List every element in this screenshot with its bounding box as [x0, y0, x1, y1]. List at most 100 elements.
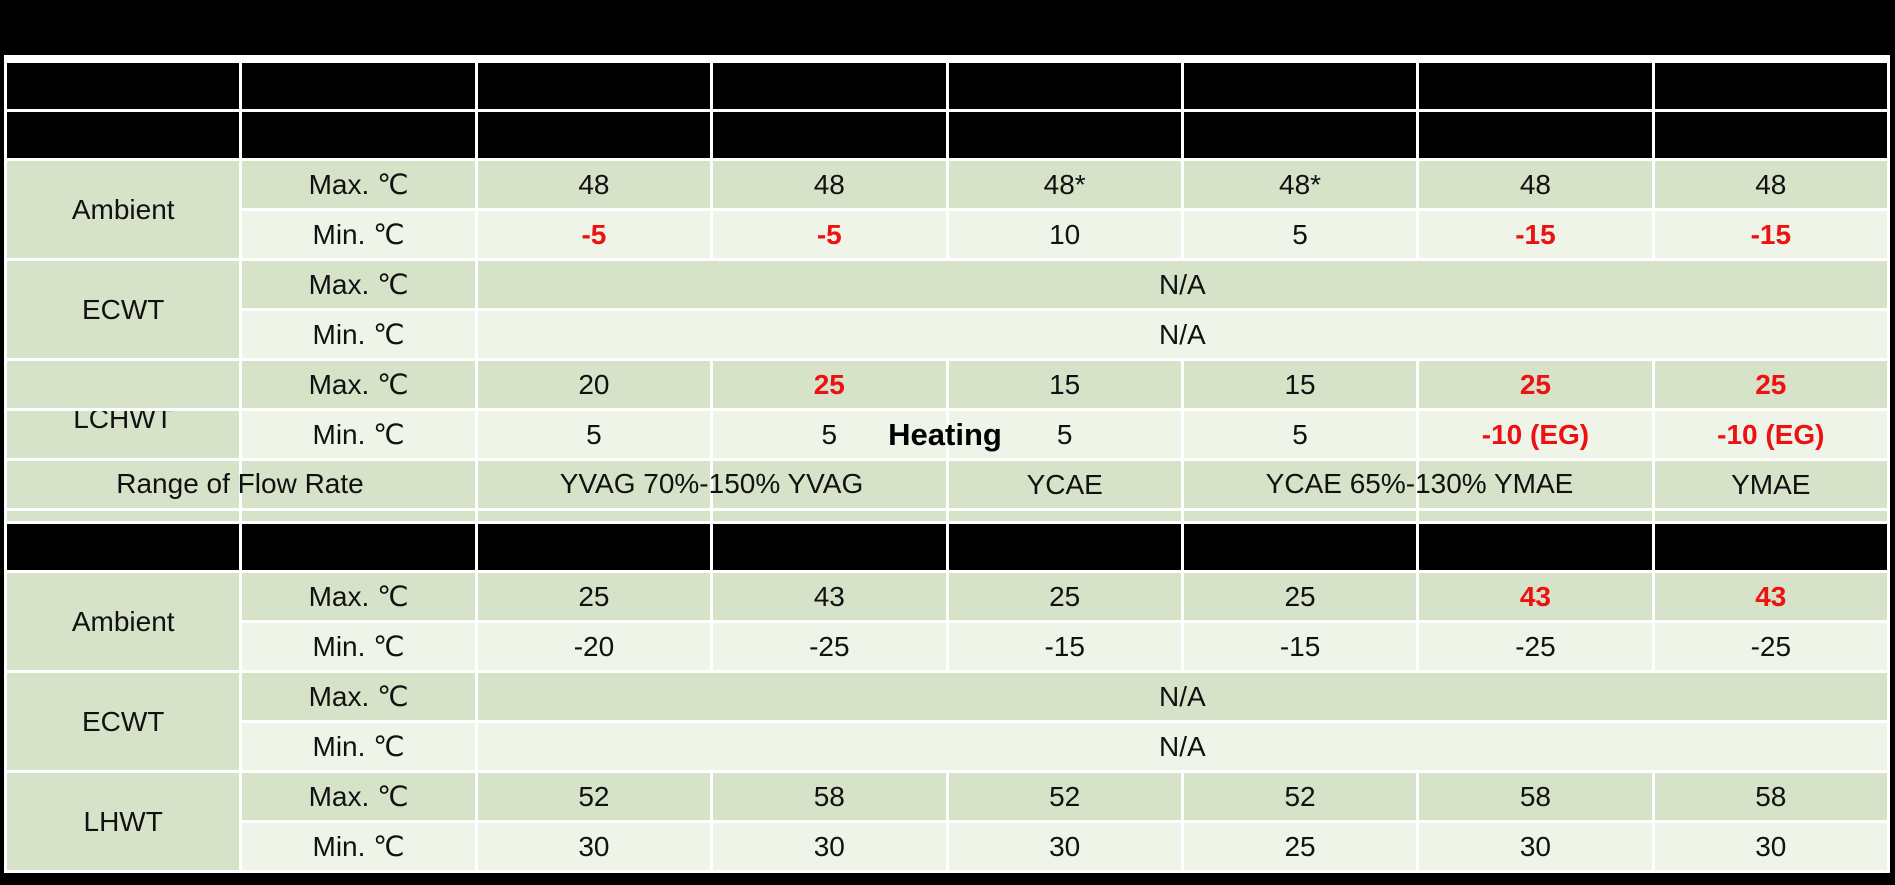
black-header-cell: [1654, 112, 1887, 158]
black-header-cell: [713, 112, 946, 158]
value-cell: 25: [1183, 823, 1417, 870]
value-cell: -15: [948, 623, 1181, 670]
value-cell: -20: [477, 623, 711, 670]
value-cell: 5: [948, 411, 1181, 458]
value-cell: -15: [1419, 211, 1652, 258]
unit-label-max: Max. ℃: [242, 773, 475, 820]
row-label-lchwt-bottom: [7, 411, 240, 458]
value-cell: -15: [1654, 211, 1887, 258]
black-header-cell: [1654, 63, 1887, 109]
value-cell: 15: [1183, 361, 1417, 408]
heating-ambient-min-row: Min. ℃ -20 -25 -15 -15 -25 -25: [7, 623, 1887, 670]
left-border: [0, 0, 4, 885]
value-cell: 5: [477, 411, 711, 458]
value-cell: 30: [477, 823, 711, 870]
flow-rate-ycae-ymae-range: YCAE 65%-130% YMAE: [1265, 468, 1574, 499]
value-cell: [477, 461, 711, 508]
value-cell: 5: [1183, 211, 1417, 258]
flow-rate-ycae: YCAE: [948, 461, 1181, 508]
na-merged-cell: N/A: [477, 673, 1887, 720]
black-header-cell: [7, 112, 240, 158]
value-cell: [713, 461, 946, 508]
row-label-lchwt: LCHWT: [73, 403, 173, 434]
na-merged-cell: N/A: [477, 311, 1887, 358]
bottom-bar: [0, 873, 1895, 885]
border-line: [7, 408, 240, 411]
black-header-cell: [242, 524, 475, 570]
flow-rate-ymae: YMAE: [1654, 461, 1887, 508]
value-cell: [1183, 511, 1417, 521]
unit-label-min: Min. ℃: [242, 823, 475, 870]
value-cell: 43: [1654, 573, 1887, 620]
cooling-ecwt-max-row: ECWT Max. ℃ N/A: [7, 261, 1887, 358]
value-cell: 48: [477, 161, 711, 208]
unit-label-min: Min. ℃: [242, 623, 475, 670]
value-cell: 48*: [948, 161, 1181, 208]
heating-lhwt-min-row: Min. ℃ 30 30 30 25 30 30: [7, 823, 1887, 870]
value-cell: 48: [713, 161, 946, 208]
row-label-ecwt: ECWT: [7, 261, 240, 358]
value-cell: 25: [713, 361, 946, 408]
value-cell: 52: [477, 773, 711, 820]
value-cell: 58: [1654, 773, 1887, 820]
model-header-row-2: [7, 112, 1887, 158]
row-label-ambient: Ambient: [7, 573, 240, 670]
row-label-ambient: Ambient: [7, 161, 240, 258]
title-bar: [0, 0, 1895, 55]
cooling-ambient-min-row: Min. ℃ -5 -5 10 5 -15 -15: [7, 211, 1887, 258]
heating-section-label: Heating: [888, 417, 1002, 452]
cooling-lchwt-min-row: Min. ℃ 5 5 5 5 -10 (EG) -10 (EG): [7, 411, 1887, 458]
value-cell: 52: [1183, 773, 1417, 820]
value-cell: -10 (EG): [1419, 411, 1652, 458]
unit-label-max: Max. ℃: [242, 161, 475, 208]
value-cell: -25: [1654, 623, 1887, 670]
na-merged-cell: N/A: [477, 723, 1887, 770]
value-cell: [1419, 461, 1652, 508]
row-label-ecwt: ECWT: [7, 673, 240, 770]
value-cell: 5: [1183, 411, 1417, 458]
black-header-cell: [1183, 63, 1417, 109]
value-cell: 30: [1654, 823, 1887, 870]
value-cell: 25: [1419, 361, 1652, 408]
black-header-cell: [1419, 112, 1652, 158]
value-cell: -5: [713, 211, 946, 258]
value-cell: 5: [713, 411, 946, 458]
unit-label-min: Min. ℃: [242, 311, 475, 358]
value-cell: 10: [948, 211, 1181, 258]
cooling-ambient-max-row: Ambient Max. ℃ 48 48 48* 48* 48 48: [7, 161, 1887, 258]
value-cell: 52: [948, 773, 1181, 820]
heating-ecwt-max-row: ECWT Max. ℃ N/A: [7, 673, 1887, 770]
value-cell: [242, 461, 475, 508]
value-cell: -25: [1419, 623, 1652, 670]
black-header-cell: [1419, 524, 1652, 570]
value-cell: 48: [1654, 161, 1887, 208]
value-cell: -15: [1183, 623, 1417, 670]
black-header-cell: [477, 63, 711, 109]
value-cell: 48: [1419, 161, 1652, 208]
value-cell: 58: [1419, 773, 1652, 820]
value-cell: [713, 511, 946, 521]
value-cell: 43: [713, 573, 946, 620]
unit-label-max: Max. ℃: [242, 573, 475, 620]
model-header-row-1: [7, 63, 1887, 109]
heating-lhwt-max-row: LHWT Max. ℃ 52 58 52 52 58 58: [7, 773, 1887, 870]
unit-label-max: Max. ℃: [242, 673, 475, 720]
row-label-lchwt-top: [7, 361, 240, 408]
black-header-cell: [948, 524, 1181, 570]
value-cell: 43: [1419, 573, 1652, 620]
value-cell: 48*: [1183, 161, 1417, 208]
value-cell: 30: [713, 823, 946, 870]
value-cell: -10 (EG): [1654, 411, 1887, 458]
flow-rate-yvag-range: YVAG 70%-150% YVAG: [559, 468, 864, 499]
heating-ambient-max-row: Ambient Max. ℃ 25 43 25 25 43 43: [7, 573, 1887, 670]
heating-header-row: [7, 524, 1887, 570]
black-header-cell: [713, 524, 946, 570]
black-header-cell: [1183, 112, 1417, 158]
value-cell: [477, 511, 711, 521]
conditions-table-body: Ambient Max. ℃ 48 48 48* 48* 48 48 Min. ℃ -5 -5 10 5…: [7, 63, 1887, 870]
value-cell: 25: [1183, 573, 1417, 620]
row-label-lhwt: LHWT: [7, 773, 240, 870]
value-cell: [242, 511, 475, 521]
value-cell: 25: [477, 573, 711, 620]
